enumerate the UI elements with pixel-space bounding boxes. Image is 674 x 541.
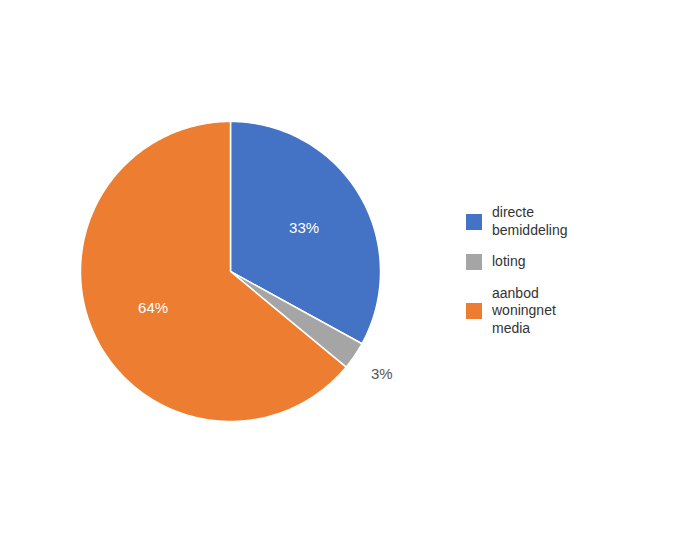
html-text:loting: loting	[492, 253, 526, 269]
svg-text:64%: 64%	[138, 298, 168, 315]
svg-text:3%: 3%	[371, 365, 393, 382]
html-text:directe bemiddeling: directe bemiddeling	[492, 204, 568, 238]
html-text:aanbod woningnet media: aanbod woningnet media	[492, 284, 556, 336]
svg-text:33%: 33%	[289, 218, 319, 235]
